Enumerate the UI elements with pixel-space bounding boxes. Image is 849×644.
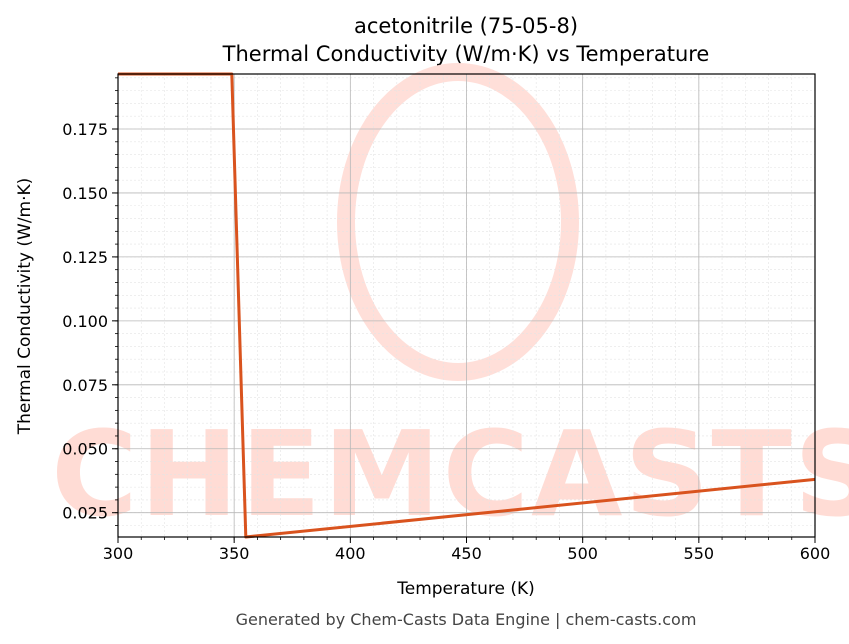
y-tick-label: 0.175 [62, 120, 108, 139]
x-tick-label: 400 [335, 544, 366, 563]
y-tick-label: 0.075 [62, 376, 108, 395]
x-tick-label: 450 [451, 544, 482, 563]
x-tick-label: 600 [800, 544, 831, 563]
y-tick-label: 0.125 [62, 248, 108, 267]
axis-ticks [112, 77, 816, 543]
y-tick-label: 0.025 [62, 504, 108, 523]
x-tick-label: 550 [684, 544, 715, 563]
y-axis-label: Thermal Conductivity (W/m·K) [15, 178, 35, 436]
x-axis-label: Temperature (K) [396, 579, 535, 599]
x-tick-label: 300 [103, 544, 134, 563]
y-tick-label: 0.050 [62, 440, 108, 459]
watermark-text: CHEMCASTS [51, 405, 849, 543]
y-tick-label: 0.100 [62, 312, 108, 331]
y-tick-label: 0.150 [62, 184, 108, 203]
x-tick-labels: 300 350 400 450 500 550 600 [103, 544, 831, 563]
y-tick-labels: 0.025 0.050 0.075 0.100 0.125 0.150 0.175 [62, 120, 108, 523]
x-tick-label: 350 [219, 544, 250, 563]
x-tick-label: 500 [567, 544, 598, 563]
chart-subtitle: Thermal Conductivity (W/m·K) vs Temperat… [222, 42, 710, 66]
footer-credit: Generated by Chem-Casts Data Engine | ch… [236, 610, 697, 629]
chart-title: acetonitrile (75-05-8) [354, 14, 578, 38]
watermark-logo: CHEMCASTS [51, 63, 849, 543]
